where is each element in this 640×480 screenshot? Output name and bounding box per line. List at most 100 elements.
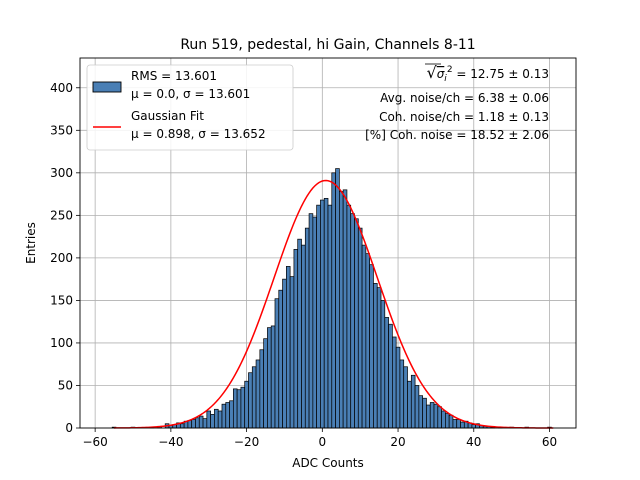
y-axis-label: Entries <box>24 222 38 264</box>
x-tick-label: −60 <box>82 435 107 449</box>
histogram-bar <box>217 410 223 429</box>
histogram-bar <box>373 283 378 429</box>
histogram-bar <box>210 414 215 429</box>
histogram-bar <box>445 413 450 429</box>
x-tick-label: −20 <box>234 435 259 449</box>
histogram-bar <box>195 417 200 429</box>
histogram-bar <box>380 300 386 429</box>
histogram-bar <box>460 421 465 429</box>
axes-frame <box>79 57 577 429</box>
annotation-coh-noise: Coh. noise/ch = 1.18 ± 0.13 <box>379 110 549 124</box>
histogram-bar <box>361 244 367 429</box>
annotation-sigma-sum: √σi2 = 12.75 ± 0.13 <box>426 63 549 84</box>
histogram-bar <box>376 287 382 429</box>
histogram-bar <box>433 403 439 429</box>
noise-annotations: √σi2 = 12.75 ± 0.13 Avg. noise/ch = 6.38… <box>365 63 549 142</box>
histogram-bar <box>403 366 408 429</box>
histogram-bars <box>111 168 552 429</box>
x-tick-label: 40 <box>466 435 481 449</box>
histogram-bar <box>229 400 234 429</box>
x-tick-label: 0 <box>319 435 327 449</box>
histogram-bar <box>331 172 336 429</box>
histogram-bar <box>191 419 196 429</box>
histogram-bar <box>274 298 280 429</box>
histogram-bar <box>236 389 242 429</box>
histogram-bar <box>384 317 389 429</box>
histogram-bar <box>282 278 287 429</box>
histogram-bar <box>267 327 272 429</box>
histogram-bar <box>308 213 314 429</box>
annotation-avg-noise: Avg. noise/ch = 6.38 ± 0.06 <box>380 91 549 105</box>
histogram-bar <box>293 249 299 429</box>
histogram-bar <box>448 414 454 429</box>
gaussian-fit-curve <box>114 179 554 429</box>
histogram-bar <box>278 289 283 429</box>
histogram-bar <box>392 336 397 429</box>
histogram-bar <box>198 415 204 429</box>
histogram-bar <box>422 397 427 429</box>
histogram-bar <box>354 218 359 429</box>
histogram-bar <box>357 227 363 429</box>
x-axis-ticks: −60 −40 −20 0 20 40 60 <box>82 428 557 449</box>
histogram-bar <box>456 419 461 429</box>
sqrt-sign-icon: √ <box>426 63 437 82</box>
histogram-bar <box>244 380 249 429</box>
histogram-bar <box>255 359 261 429</box>
histogram-bar <box>350 213 355 429</box>
y-tick-label: 350 <box>50 123 73 137</box>
histogram-bar <box>342 189 348 429</box>
legend-histogram-swatch <box>92 81 122 93</box>
y-tick-label: 50 <box>58 378 73 392</box>
histogram-bar <box>263 338 268 429</box>
histogram-bar <box>365 253 370 429</box>
histogram-bar <box>312 216 317 429</box>
x-tick-label: 20 <box>390 435 405 449</box>
histogram-bar <box>369 264 374 429</box>
y-tick-label: 150 <box>50 293 73 307</box>
histogram-bar <box>289 276 295 429</box>
x-tick-label: 60 <box>542 435 557 449</box>
histogram-bar <box>335 168 340 429</box>
histogram-bar <box>399 359 405 429</box>
histogram-bar <box>206 410 211 429</box>
histogram-bar <box>437 406 442 429</box>
y-tick-label: 200 <box>50 251 73 265</box>
histogram-bar <box>202 418 208 429</box>
x-tick-label: −40 <box>158 435 183 449</box>
histogram-bar <box>410 374 416 429</box>
histogram-bar <box>221 403 227 429</box>
histogram-bar <box>418 395 424 429</box>
x-axis-label: ADC Counts <box>292 456 364 470</box>
histogram-bar <box>232 388 238 429</box>
legend-box <box>86 64 294 151</box>
legend: RMS = 13.601 μ = 0.0, σ = 13.601 Gaussia… <box>86 64 294 151</box>
histogram-bar <box>286 266 291 429</box>
histogram-bar <box>388 323 393 429</box>
legend-fit-label: Gaussian Fit <box>131 109 204 123</box>
legend-histogram-stats: μ = 0.0, σ = 13.601 <box>131 87 250 101</box>
histogram-bar <box>471 424 477 429</box>
histogram-bar <box>270 325 276 429</box>
histogram-bar <box>301 244 306 429</box>
y-tick-label: 100 <box>50 336 73 350</box>
histogram-bar <box>414 385 420 429</box>
chart-title: Run 519, pedestal, hi Gain, Channels 8-1… <box>180 37 475 53</box>
histogram-bar <box>297 238 302 429</box>
histogram-bar <box>339 191 344 429</box>
y-tick-label: 300 <box>50 166 73 180</box>
histogram-bar <box>240 386 246 429</box>
histogram-bar <box>441 410 446 429</box>
histogram-bar <box>327 204 333 429</box>
histogram-bar <box>248 372 253 429</box>
histogram-bar <box>323 197 329 429</box>
y-tick-label: 400 <box>50 81 73 95</box>
histogram-bar <box>316 204 321 429</box>
legend-fit-stats: μ = 0.898, σ = 13.652 <box>131 127 266 141</box>
histogram-bar <box>429 402 435 429</box>
histogram-bar <box>395 346 401 429</box>
histogram-bar <box>214 408 219 429</box>
histogram-bar <box>179 423 185 429</box>
y-tick-label: 0 <box>65 421 73 435</box>
legend-histogram-label: RMS = 13.601 <box>131 69 217 83</box>
